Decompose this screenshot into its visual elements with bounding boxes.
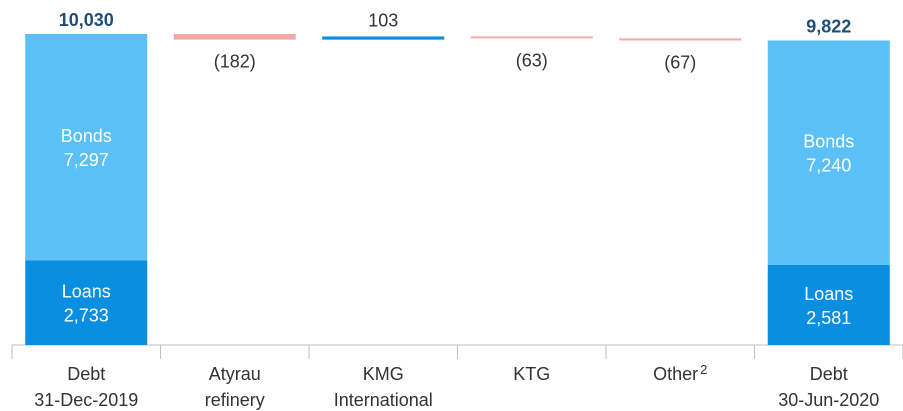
start-loans-bar (25, 260, 148, 345)
category-label: KTG (513, 364, 550, 384)
end-loans-value-label: 2,581 (806, 308, 851, 328)
category-label: 31-Dec-2019 (34, 390, 138, 410)
end-bonds-value-label: 7,240 (806, 156, 851, 176)
category-label: Debt (810, 364, 848, 384)
change-bar-1 (173, 34, 296, 40)
category-label: International (334, 390, 433, 410)
change-label-1: (182) (214, 52, 256, 72)
change-bar-4 (619, 38, 742, 41)
end-loans-name-label: Loans (804, 284, 853, 304)
start-bonds-name-label: Bonds (61, 126, 112, 146)
start-total-label: 10,030 (59, 10, 114, 30)
category-label: 30-Jun-2020 (778, 390, 879, 410)
change-bar-2 (322, 36, 445, 40)
start-bonds-bar (25, 34, 148, 261)
category-label: KMG (363, 364, 404, 384)
start-loans-value-label: 2,733 (64, 306, 109, 326)
category-label: Atyrau (209, 364, 261, 384)
end-bonds-name-label: Bonds (803, 132, 854, 152)
end-total-label: 9,822 (806, 16, 851, 36)
change-label-3: (63) (516, 50, 548, 70)
end-loans-bar (767, 264, 890, 345)
change-label-2: 103 (368, 10, 398, 30)
end-bonds-bar (767, 40, 890, 265)
category-label: Other 2 (653, 362, 707, 384)
start-bonds-value-label: 7,297 (64, 150, 109, 170)
category-label: refinery (205, 390, 265, 410)
category-label: Debt (67, 364, 105, 384)
change-label-4: (67) (664, 52, 696, 72)
footnote-marker: 2 (700, 362, 707, 377)
change-bar-3 (470, 36, 593, 39)
start-loans-name-label: Loans (62, 282, 111, 302)
